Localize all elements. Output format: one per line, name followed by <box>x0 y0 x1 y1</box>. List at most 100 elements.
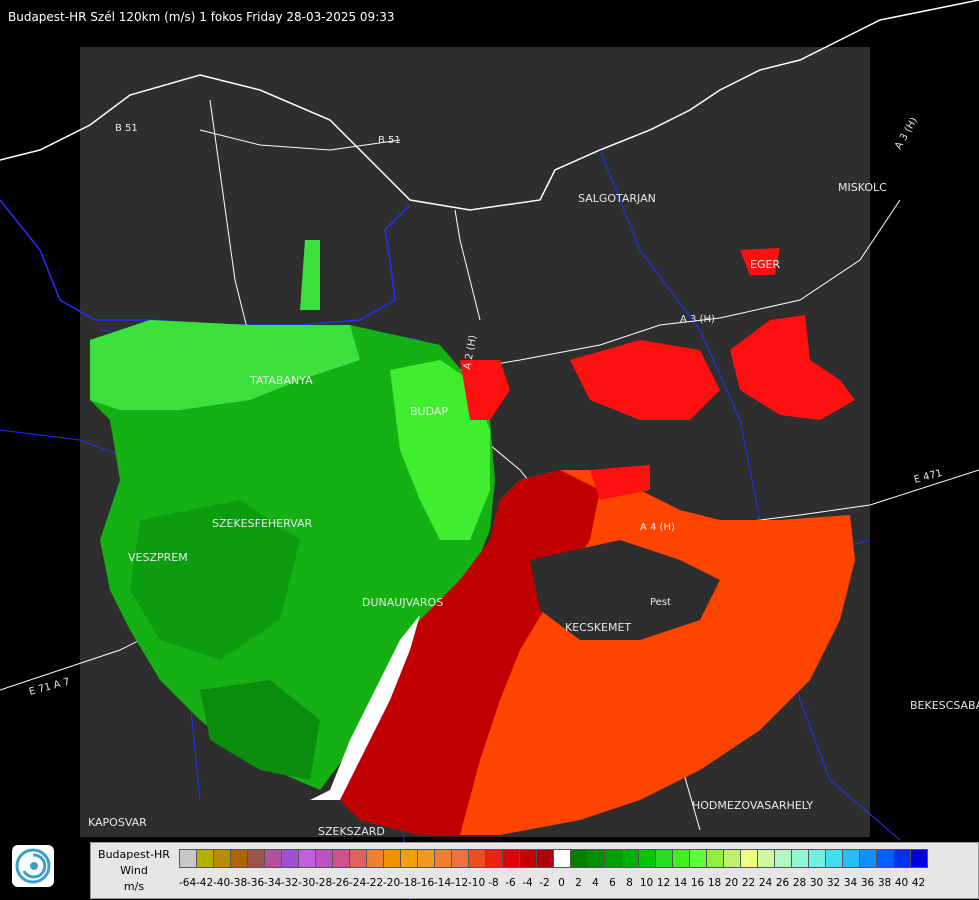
legend-quantity: Wind <box>120 864 148 877</box>
legend-swatch <box>400 849 418 868</box>
legend-swatches <box>179 849 928 868</box>
legend-swatch <box>468 849 486 868</box>
legend-tick-label: -12 <box>451 877 469 889</box>
legend-swatch <box>910 849 928 868</box>
legend-swatch <box>434 849 452 868</box>
road-label: Pest <box>650 597 671 608</box>
legend-tick-label: 34 <box>843 877 858 889</box>
legend-swatch <box>315 849 333 868</box>
legend-swatch <box>451 849 469 868</box>
legend-swatch <box>417 849 435 868</box>
legend-tick-label: -16 <box>417 877 435 889</box>
legend-tick-label: -26 <box>332 877 350 889</box>
legend-tick-label: 24 <box>758 877 773 889</box>
legend-swatch <box>349 849 367 868</box>
legend-tick-label: -18 <box>400 877 418 889</box>
legend-swatch <box>281 849 299 868</box>
legend-swatch <box>825 849 843 868</box>
legend-tick-label: 22 <box>741 877 756 889</box>
legend-ticks: -64 -42 -40 -38 -36 -34 -32 -30 -28 -26 -24 -22 -20-… <box>179 877 927 889</box>
legend-swatch <box>264 849 282 868</box>
city-label: KECSKEMET <box>565 621 631 634</box>
legend-swatch <box>689 849 707 868</box>
legend-swatch <box>893 849 911 868</box>
legend-swatch <box>536 849 554 868</box>
legend-tick-label: -2 <box>539 877 550 889</box>
legend-tick-label: 20 <box>724 877 739 889</box>
radar-echo-receding <box>310 248 855 835</box>
city-label: SZEKESFEHERVAR <box>212 517 313 530</box>
legend-tick-label: -20 <box>383 877 401 889</box>
legend-tick-label: 36 <box>860 877 875 889</box>
legend-swatch <box>655 849 673 868</box>
legend-tick-label: -34 <box>264 877 282 889</box>
city-label: DUNAUJVAROS <box>362 596 443 609</box>
legend-swatch <box>604 849 622 868</box>
legend-tick-label: 26 <box>775 877 790 889</box>
legend-swatch <box>740 849 758 868</box>
legend-caption: Budapest-HR Wind m/s <box>91 847 177 895</box>
legend-tick-label: -42 <box>196 877 214 889</box>
legend-tick-label: -38 <box>230 877 248 889</box>
legend-tick-label: -28 <box>315 877 333 889</box>
city-label: HODMEZOVASARHELY <box>692 799 813 812</box>
legend-swatch <box>247 849 265 868</box>
city-label: SALGOTARJAN <box>578 192 656 205</box>
legend-swatch <box>842 849 860 868</box>
road-label: B 51 <box>115 123 138 134</box>
country-border <box>0 0 979 211</box>
legend-swatch <box>808 849 826 868</box>
legend-tick-label: -8 <box>488 877 499 889</box>
city-label: KAPOSVAR <box>88 816 147 829</box>
road-label: E 71 A 7 <box>28 676 71 697</box>
legend-tick-label: -4 <box>522 877 533 889</box>
legend-station: Budapest-HR <box>98 848 170 861</box>
legend-tick-label: -24 <box>349 877 367 889</box>
legend-swatch <box>876 849 894 868</box>
legend-swatch <box>230 849 248 868</box>
legend-tick-label: 8 <box>626 877 633 889</box>
legend-swatch <box>706 849 724 868</box>
legend-tick-label: 38 <box>877 877 892 889</box>
legend-swatch <box>638 849 656 868</box>
road-label: A 4 (H) <box>640 522 675 533</box>
legend-tick-label: 2 <box>575 877 582 889</box>
legend-tick-label: 14 <box>673 877 688 889</box>
legend-swatch <box>485 849 503 868</box>
legend-tick-label: -40 <box>213 877 231 889</box>
legend-tick-label: 30 <box>809 877 824 889</box>
legend-swatch <box>332 849 350 868</box>
legend-swatch <box>179 849 197 868</box>
road-label: B 51 <box>378 135 401 146</box>
city-label: EGER <box>750 258 780 271</box>
legend-swatch <box>570 849 588 868</box>
legend-tick-label: -36 <box>247 877 265 889</box>
city-label: BEKESCSABA <box>910 699 979 712</box>
legend-tick-label: 10 <box>639 877 654 889</box>
legend-swatch <box>859 849 877 868</box>
legend-tick-label: 4 <box>592 877 599 889</box>
city-labels: SALGOTARJAN MISKOLC EGER TATABANYA BUDAP… <box>88 181 979 838</box>
legend-tick-label: -6 <box>505 877 516 889</box>
legend-tick-label: -14 <box>434 877 452 889</box>
legend-tick-label: 0 <box>558 877 565 889</box>
road-label: A 3 (H) <box>893 116 920 152</box>
legend-tick-label: 28 <box>792 877 807 889</box>
road-label: A 3 (H) <box>680 314 715 325</box>
legend-tick-label: -64 <box>179 877 197 889</box>
city-label: SZEKSZARD <box>318 825 385 838</box>
city-label: VESZPREM <box>128 551 188 564</box>
legend-swatch <box>791 849 809 868</box>
legend-swatch <box>757 849 775 868</box>
wind-legend: Budapest-HR Wind m/s -64 -42 -40 -38 -36 -34-… <box>90 842 979 899</box>
legend-tick-label: 40 <box>894 877 909 889</box>
legend-tick-label: -32 <box>281 877 299 889</box>
legend-swatch <box>366 849 384 868</box>
legend-tick-label: 18 <box>707 877 722 889</box>
legend-tick-label: 32 <box>826 877 841 889</box>
legend-swatch <box>519 849 537 868</box>
legend-tick-label: -22 <box>366 877 384 889</box>
legend-unit: m/s <box>123 880 145 893</box>
legend-swatch <box>213 849 231 868</box>
legend-swatch <box>621 849 639 868</box>
